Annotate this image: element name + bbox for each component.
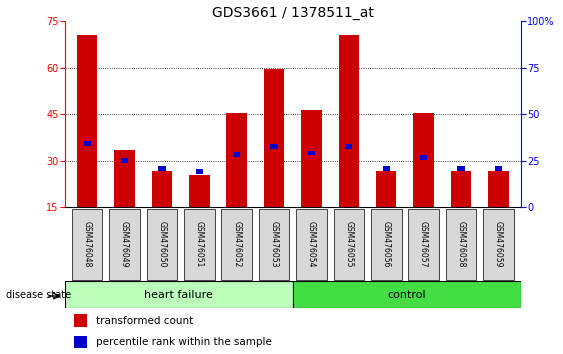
Text: control: control — [387, 290, 426, 300]
Text: disease state: disease state — [6, 290, 71, 300]
Bar — [151, 171, 172, 207]
Bar — [376, 171, 396, 207]
FancyBboxPatch shape — [483, 209, 513, 280]
Bar — [114, 150, 135, 207]
Bar — [226, 113, 247, 207]
Bar — [264, 69, 284, 207]
Bar — [488, 171, 508, 207]
FancyBboxPatch shape — [259, 209, 289, 280]
FancyBboxPatch shape — [293, 281, 521, 308]
Text: GSM476057: GSM476057 — [419, 221, 428, 268]
FancyBboxPatch shape — [221, 209, 252, 280]
FancyBboxPatch shape — [408, 209, 439, 280]
FancyBboxPatch shape — [371, 209, 401, 280]
FancyBboxPatch shape — [184, 209, 215, 280]
FancyBboxPatch shape — [72, 209, 102, 280]
Text: GSM476055: GSM476055 — [345, 221, 354, 268]
Text: GSM476059: GSM476059 — [494, 221, 503, 268]
Bar — [196, 169, 203, 174]
Text: percentile rank within the sample: percentile rank within the sample — [96, 337, 271, 347]
Text: GSM476051: GSM476051 — [195, 221, 204, 268]
Bar — [121, 158, 128, 163]
Text: GSM476052: GSM476052 — [232, 221, 241, 268]
Bar — [270, 144, 278, 149]
Text: GSM476056: GSM476056 — [382, 221, 391, 268]
Text: GSM476053: GSM476053 — [270, 221, 279, 268]
Bar — [451, 171, 471, 207]
Text: GSM476058: GSM476058 — [457, 221, 466, 268]
Title: GDS3661 / 1378511_at: GDS3661 / 1378511_at — [212, 6, 374, 20]
FancyBboxPatch shape — [65, 281, 293, 308]
Bar — [301, 109, 321, 207]
FancyBboxPatch shape — [109, 209, 140, 280]
Bar — [413, 113, 434, 207]
Bar — [74, 314, 87, 327]
Bar — [77, 35, 97, 207]
Bar — [383, 166, 390, 171]
Text: transformed count: transformed count — [96, 316, 193, 326]
FancyBboxPatch shape — [446, 209, 476, 280]
Text: GSM476048: GSM476048 — [83, 221, 92, 268]
FancyBboxPatch shape — [333, 209, 364, 280]
Bar — [420, 155, 427, 160]
FancyBboxPatch shape — [296, 209, 327, 280]
Bar — [233, 152, 240, 157]
Bar — [74, 336, 87, 348]
Text: GSM476049: GSM476049 — [120, 221, 129, 268]
Bar — [345, 144, 352, 149]
Bar — [158, 166, 166, 171]
Bar — [495, 166, 502, 171]
FancyBboxPatch shape — [146, 209, 177, 280]
Bar — [308, 150, 315, 155]
Text: heart failure: heart failure — [144, 290, 213, 300]
Bar — [338, 35, 359, 207]
Text: GSM476050: GSM476050 — [158, 221, 167, 268]
Bar — [83, 141, 91, 146]
Bar — [189, 175, 209, 207]
Text: GSM476054: GSM476054 — [307, 221, 316, 268]
Bar — [457, 166, 464, 171]
